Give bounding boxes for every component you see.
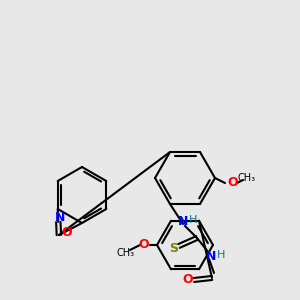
Text: CH₃: CH₃ — [238, 173, 256, 183]
Text: O: O — [183, 274, 193, 286]
Text: N: N — [55, 211, 65, 224]
Text: N: N — [206, 250, 216, 263]
Text: O: O — [228, 176, 238, 190]
Text: O: O — [139, 238, 149, 251]
Text: H: H — [189, 215, 197, 225]
Text: H: H — [217, 250, 225, 260]
Text: S: S — [169, 242, 178, 256]
Text: O: O — [61, 226, 72, 238]
Text: N: N — [178, 215, 188, 229]
Text: CH₃: CH₃ — [117, 248, 135, 258]
